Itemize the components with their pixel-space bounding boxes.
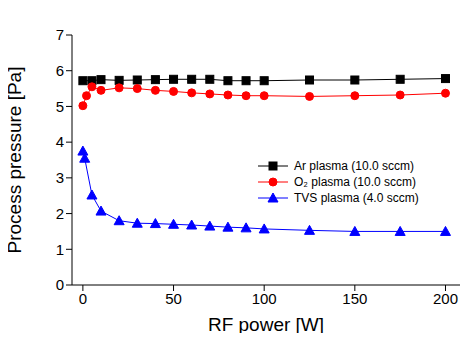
svg-text:200: 200 xyxy=(433,290,458,307)
html-text:Ar plasma (10.0 sccm): Ar plasma (10.0 sccm) xyxy=(294,159,414,173)
svg-text:2: 2 xyxy=(56,205,64,222)
svg-text:Process pressure [Pa]: Process pressure [Pa] xyxy=(8,67,25,254)
svg-text:4: 4 xyxy=(56,133,64,150)
svg-text:100: 100 xyxy=(252,290,277,307)
svg-text:0: 0 xyxy=(79,290,87,307)
svg-text:5: 5 xyxy=(56,98,64,115)
html-text:TVS plasma (4.0 sccm): TVS plasma (4.0 sccm) xyxy=(294,191,419,205)
svg-text:3: 3 xyxy=(56,169,64,186)
html-text:O₂ plasma (10.0 sccm): O₂ plasma (10.0 sccm) xyxy=(294,175,416,189)
svg-text:50: 50 xyxy=(165,290,182,307)
svg-text:6: 6 xyxy=(56,62,64,79)
svg-text:RF power [W]: RF power [W] xyxy=(208,314,324,333)
svg-text:7: 7 xyxy=(56,26,64,43)
svg-text:0: 0 xyxy=(56,276,64,293)
svg-text:1: 1 xyxy=(56,241,64,258)
svg-text:150: 150 xyxy=(342,290,367,307)
